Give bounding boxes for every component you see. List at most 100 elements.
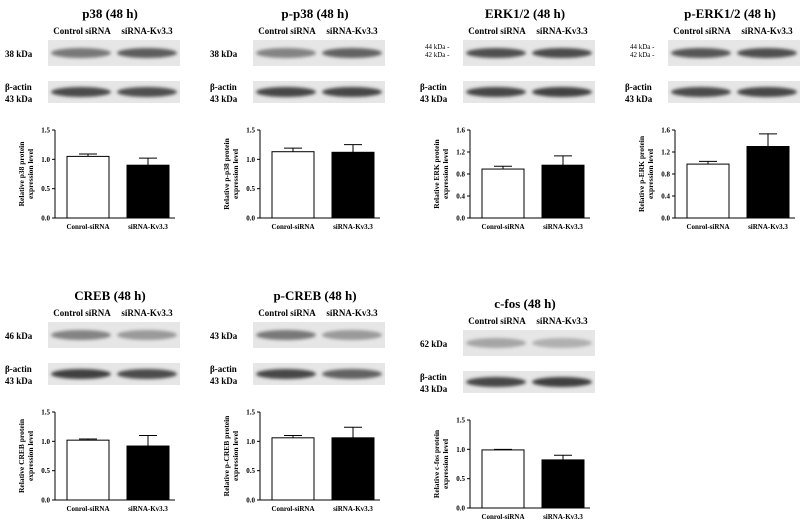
- bar-chart: 0.0 0.4 0.8 1.2 1.6 Relative p-ERK proteinexp…: [637, 127, 795, 231]
- band-actin-siRNA: [117, 87, 177, 97]
- lane-label-control: Control siRNA: [673, 26, 731, 36]
- bar-chart: 0.0 0.5 1.0 1.5 Relative p-p38 proteinexpres…: [222, 127, 380, 231]
- band-actin-siRNA: [532, 377, 592, 387]
- band-actin-control: [466, 87, 526, 97]
- bar-siRNA: [541, 459, 585, 509]
- band-actin-siRNA: [532, 87, 592, 97]
- y-tick-label: 1.0: [41, 438, 50, 446]
- x-category-label: siRNA-Kv3.3: [333, 505, 373, 513]
- lane-label-siRNA: siRNA-Kv3.3: [326, 26, 378, 36]
- bar-chart: 0.0 0.5 1.0 1.5 Relative CREB proteinexpress…: [17, 409, 175, 513]
- lane-label-siRNA: siRNA-Kv3.3: [121, 26, 173, 36]
- x-category-label: siRNA-Kv3.3: [128, 505, 168, 513]
- bar-siRNA: [126, 445, 170, 501]
- target-kda-label: 43 kDa: [210, 331, 238, 341]
- band-target-control: [466, 48, 526, 58]
- y-tick-label: 1.0: [246, 156, 255, 164]
- panel-title: ERK1/2 (48 h): [485, 6, 565, 21]
- lane-label-control: Control siRNA: [53, 308, 111, 318]
- y-axis-label: Relative p-ERK proteinexpression level: [637, 135, 655, 212]
- y-axis-label: Relative p38 proteinexpression level: [17, 141, 35, 207]
- target-kda-label: 46 kDa: [5, 331, 33, 341]
- blot-panel: p-p38 (48 h) Control siRNA siRNA-Kv3.3 38 k…: [210, 6, 385, 231]
- bar-control: [481, 168, 525, 219]
- lane-label-control: Control siRNA: [53, 26, 111, 36]
- lane-label-control: Control siRNA: [258, 308, 316, 318]
- bar-chart: 0.0 0.5 1.0 1.5 Relative c-fos proteinexpres…: [432, 417, 590, 520]
- band-actin-siRNA: [117, 369, 177, 379]
- y-axis-label-line: expression level: [26, 149, 35, 199]
- blot-strip-actin: [253, 81, 385, 103]
- bar-chart: 0.0 0.5 1.0 1.5 Relative p-CREB proteinexpre…: [222, 409, 380, 513]
- panel-title: p-p38 (48 h): [281, 6, 348, 21]
- x-category-label: siRNA-Kv3.3: [748, 223, 788, 231]
- y-tick-label: 1.5: [41, 409, 50, 417]
- y-tick-label: 1.0: [41, 156, 50, 164]
- y-tick-label: 0.0: [456, 215, 465, 223]
- lane-label-siRNA: siRNA-Kv3.3: [121, 308, 173, 318]
- beta-actin-label: β-actin: [420, 82, 447, 92]
- y-tick-label: 1.5: [456, 417, 465, 425]
- y-tick-label: 0.5: [246, 467, 255, 475]
- band-target-control: [256, 48, 316, 58]
- band-actin-siRNA: [322, 369, 382, 379]
- beta-actin-kda-label: 43 kDa: [210, 94, 238, 104]
- y-tick-label: 1.6: [661, 127, 670, 135]
- band-target-siRNA: [117, 48, 177, 58]
- target-kda-label-lower: 42 kDa -: [425, 51, 450, 59]
- x-category-label: Conrol-siRNA: [66, 223, 109, 231]
- bar-control: [271, 151, 315, 219]
- x-category-label: siRNA-Kv3.3: [543, 513, 583, 520]
- beta-actin-label: β-actin: [210, 82, 237, 92]
- target-kda-label: 38 kDa: [5, 49, 33, 59]
- y-axis-label-line: expression level: [441, 149, 450, 199]
- y-axis-label-line: expression level: [441, 439, 450, 489]
- lane-label-control: Control siRNA: [468, 26, 526, 36]
- bar-control: [271, 437, 315, 501]
- y-tick-label: 0.8: [456, 171, 465, 179]
- y-tick-label: 1.5: [246, 127, 255, 135]
- beta-actin-label: β-actin: [625, 82, 652, 92]
- y-axis-label: Relative p-p38 proteinexpression level: [222, 137, 240, 209]
- y-tick-label: 1.2: [661, 149, 670, 157]
- y-tick-label: 0.4: [456, 193, 465, 201]
- y-axis-label-line: expression level: [26, 431, 35, 481]
- bar-control: [686, 163, 730, 219]
- y-axis-label-line: Relative p38 protein: [17, 141, 26, 207]
- blot-strip-actin: [253, 363, 385, 385]
- target-kda-label: 38 kDa: [210, 49, 238, 59]
- bar-control: [66, 155, 110, 219]
- lane-label-control: Control siRNA: [258, 26, 316, 36]
- band-target-control: [466, 338, 526, 348]
- y-axis-label-line: expression level: [646, 149, 655, 199]
- y-axis-label: Relative c-fos proteinexpression level: [432, 429, 450, 498]
- band-target-siRNA: [322, 48, 382, 58]
- blot-strip-actin: [48, 81, 180, 103]
- panel-title: p-ERK1/2 (48 h): [684, 6, 776, 21]
- blot-panel: CREB (48 h) Control siRNA siRNA-Kv3.3 46 kD…: [5, 288, 180, 513]
- band-target-siRNA: [532, 48, 592, 58]
- band-actin-siRNA: [322, 87, 382, 97]
- panel-title: CREB (48 h): [74, 288, 146, 303]
- band-actin-control: [256, 87, 316, 97]
- y-axis-label: Relative ERK proteinexpression level: [432, 138, 450, 208]
- y-axis-label-line: Relative p-ERK protein: [637, 135, 646, 212]
- bar-siRNA: [331, 437, 375, 501]
- beta-actin-kda-label: 43 kDa: [420, 384, 448, 394]
- x-category-label: Conrol-siRNA: [66, 505, 109, 513]
- x-category-label: Conrol-siRNA: [686, 223, 729, 231]
- lane-label-siRNA: siRNA-Kv3.3: [741, 26, 793, 36]
- beta-actin-kda-label: 43 kDa: [625, 94, 653, 104]
- y-tick-label: 0.5: [246, 185, 255, 193]
- y-tick-label: 0.0: [246, 497, 255, 505]
- y-axis-label-line: Relative c-fos protein: [432, 429, 441, 498]
- x-category-label: Conrol-siRNA: [481, 513, 524, 520]
- bar-siRNA: [126, 164, 170, 219]
- y-tick-label: 0.0: [41, 497, 50, 505]
- blot-strip-actin: [48, 363, 180, 385]
- y-axis-label-line: expression level: [231, 149, 240, 199]
- x-category-label: siRNA-Kv3.3: [333, 223, 373, 231]
- y-tick-label: 0.4: [661, 193, 670, 201]
- beta-actin-kda-label: 43 kDa: [210, 376, 238, 386]
- blot-panel: p-CREB (48 h) Control siRNA siRNA-Kv3.3 43 …: [210, 288, 385, 513]
